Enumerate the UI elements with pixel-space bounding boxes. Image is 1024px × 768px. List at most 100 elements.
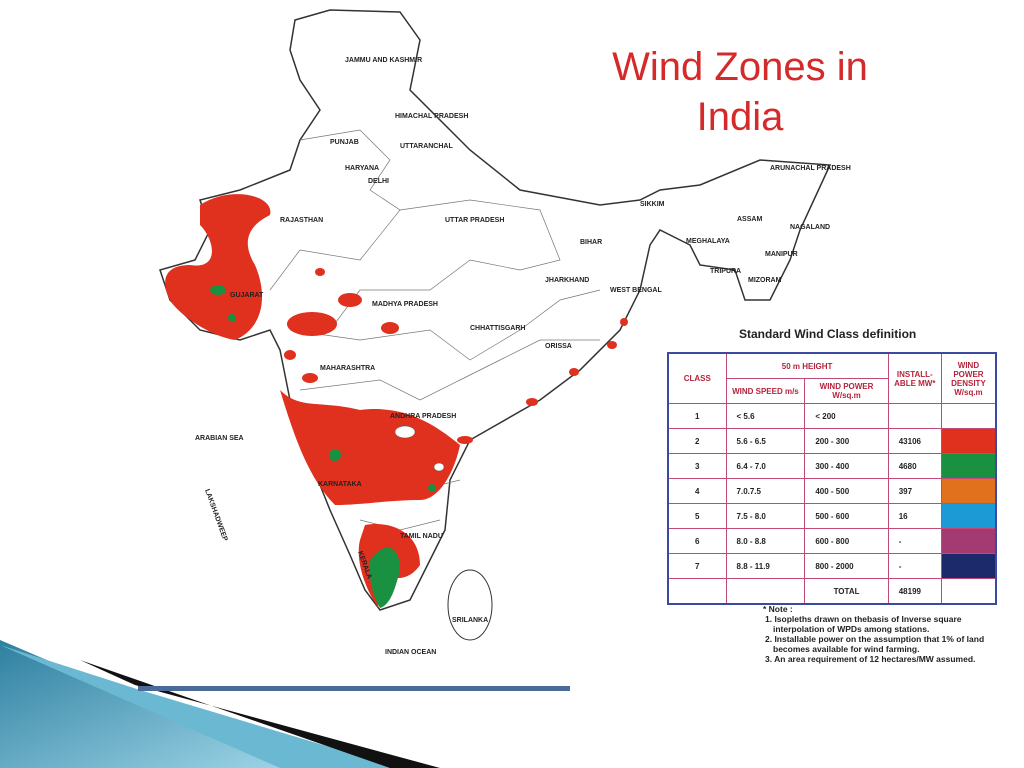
map-label: CHHATTISGARH <box>470 325 525 332</box>
col-header: INSTALL-ABLE MW* <box>887 352 942 404</box>
map-label: RAJASTHAN <box>280 217 323 224</box>
map-label: ORISSA <box>545 343 572 350</box>
map-label: TAMIL NADU <box>400 533 443 540</box>
speed-cell: 5.6 - 6.5 <box>725 428 806 454</box>
holes <box>394 425 445 472</box>
speed-cell: 7.0.7.5 <box>725 478 806 504</box>
blank-cell <box>667 578 727 605</box>
map-label: MANIPUR <box>765 251 798 258</box>
class-cell: 3 <box>667 453 727 479</box>
col-header: 50 m HEIGHT <box>725 352 889 379</box>
map-label: UTTARANCHAL <box>400 143 453 150</box>
map-label: PUNJAB <box>330 139 359 146</box>
density-color <box>940 528 997 554</box>
note: * Note : 1. Isopleths drawn on thebasis … <box>763 604 1003 664</box>
speed-cell: 8.8 - 11.9 <box>725 553 806 579</box>
total-label: TOTAL <box>804 578 889 605</box>
map-label: GUJARAT <box>230 292 264 299</box>
map-label: HARYANA <box>345 165 379 172</box>
wind-zones <box>165 194 628 610</box>
map-label: MADHYA PRADESH <box>372 301 438 308</box>
map-label: MAHARASHTRA <box>320 365 375 372</box>
total-row: TOTAL 48199 <box>667 578 997 605</box>
map-label: SIKKIM <box>640 201 665 208</box>
power-cell: 200 - 300 <box>804 428 889 454</box>
install-cell: 397 <box>887 478 942 504</box>
note-item: 3. An area requirement of 12 hectares/MW… <box>765 654 976 664</box>
sri-lanka <box>447 569 493 641</box>
class-cell: 2 <box>667 428 727 454</box>
install-cell: - <box>887 528 942 554</box>
table-row: 2 5.6 - 6.5 200 - 300 43106 <box>667 428 997 454</box>
map-label: KARNATAKA <box>318 481 362 488</box>
class-cell: 1 <box>667 403 727 429</box>
map-label: MIZORAM <box>748 277 782 284</box>
class-cell: 7 <box>667 553 727 579</box>
map-label: ANDHRA PRADESH <box>390 413 456 420</box>
map-label: UTTAR PRADESH <box>445 217 504 224</box>
map-label: ARUNACHAL PRADESH <box>770 165 851 172</box>
density-color <box>940 553 997 579</box>
class-cell: 5 <box>667 503 727 529</box>
col-header: WIND POWER W/sq.m <box>804 378 889 404</box>
map-label: NAGALAND <box>790 224 830 231</box>
table-row: 4 7.0.7.5 400 - 500 397 <box>667 478 997 504</box>
class-cell: 4 <box>667 478 727 504</box>
power-cell: < 200 <box>804 403 889 429</box>
density-color <box>940 453 997 479</box>
decor-line <box>138 686 570 691</box>
install-cell: - <box>887 553 942 579</box>
table-row: 7 8.8 - 11.9 800 - 2000- <box>667 553 997 579</box>
map-label: INDIAN OCEAN <box>385 649 436 656</box>
speed-cell: < 5.6 <box>725 403 806 429</box>
density-color <box>940 428 997 454</box>
install-cell: 4680 <box>887 453 942 479</box>
install-cell <box>887 403 942 429</box>
map-label: DELHI <box>368 178 389 185</box>
blank-cell <box>940 578 997 605</box>
map-label: BIHAR <box>580 239 602 246</box>
map-label: LAKSHADWEEP <box>203 488 228 542</box>
speed-cell: 6.4 - 7.0 <box>725 453 806 479</box>
wind-class-table: CLASS 50 m HEIGHT INSTALL-ABLE MW* WIND … <box>667 352 997 605</box>
power-cell: 800 - 2000 <box>804 553 889 579</box>
col-header: WIND POWER DENSITY W/sq.m <box>940 352 997 404</box>
density-color <box>940 478 997 504</box>
table-row: 1 < 5.6 < 200 <box>667 403 997 429</box>
install-cell: 43106 <box>887 428 942 454</box>
speed-cell: 7.5 - 8.0 <box>725 503 806 529</box>
col-header: WIND SPEED m/s <box>725 378 806 404</box>
class-cell: 6 <box>667 528 727 554</box>
speed-cell: 8.0 - 8.8 <box>725 528 806 554</box>
col-header: CLASS <box>667 352 727 404</box>
power-cell: 400 - 500 <box>804 478 889 504</box>
map-label: WEST BENGAL <box>610 287 662 294</box>
title: Wind Zones in India <box>612 45 868 139</box>
map-label: JHARKHAND <box>545 277 589 284</box>
map-label: JAMMU AND KASHMIR <box>345 57 422 64</box>
power-cell: 600 - 800 <box>804 528 889 554</box>
density-color <box>940 403 997 429</box>
map-label: HIMACHAL PRADESH <box>395 113 468 120</box>
table-caption: Standard Wind Class definition <box>739 327 917 341</box>
note-item: 1. Isopleths drawn on thebasis of Invers… <box>765 614 962 634</box>
total-value: 48199 <box>887 578 942 605</box>
map-label: ARABIAN SEA <box>195 435 244 442</box>
density-color <box>940 503 997 529</box>
power-cell: 500 - 600 <box>804 503 889 529</box>
green-zones <box>210 285 436 608</box>
blank-cell <box>725 578 806 605</box>
table-row: 5 7.5 - 8.0 500 - 600 16 <box>667 503 997 529</box>
map-label: ASSAM <box>737 216 762 223</box>
map-label: TRIPURA <box>710 268 741 275</box>
note-heading: * Note : <box>763 604 793 614</box>
table-body: 1 < 5.6 < 200 2 5.6 - 6.5 200 - 300 43106 3 6.4 … <box>667 403 997 605</box>
table-row: 3 6.4 - 7.0 300 - 400 4680 <box>667 453 997 479</box>
note-item: 2. Installable power on the assumption t… <box>765 634 985 654</box>
table-row: 6 8.0 - 8.8 600 - 800- <box>667 528 997 554</box>
power-cell: 300 - 400 <box>804 453 889 479</box>
map-label: SRILANKA <box>452 617 488 624</box>
install-cell: 16 <box>887 503 942 529</box>
